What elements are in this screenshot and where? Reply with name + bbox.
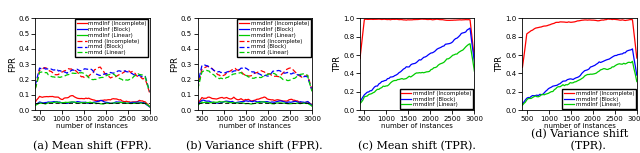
Legend: mmdInf (Incomplete), mmdInf (Block), mmdInf (Linear), mmd (Incomplete), mmd (Blo: mmdInf (Incomplete), mmdInf (Block), mmd… [75,19,148,57]
Y-axis label: FPR: FPR [8,56,17,72]
Legend: mmdInf (Incomplete), mmdInf (Block), mmdInf (Linear): mmdInf (Incomplete), mmdInf (Block), mmd… [562,89,636,109]
X-axis label: number of instances: number of instances [381,123,453,129]
Text: (a) Mean shift (FPR).: (a) Mean shift (FPR). [33,141,152,151]
X-axis label: number of instances: number of instances [219,123,291,129]
Text: (b) Variance shift (FPR).: (b) Variance shift (FPR). [186,141,323,151]
Y-axis label: TPR: TPR [333,56,342,72]
Text: (d) Variance shift
     (TPR).: (d) Variance shift (TPR). [531,129,628,151]
X-axis label: number of instances: number of instances [56,123,129,129]
Y-axis label: TPR: TPR [495,56,504,72]
Y-axis label: FPR: FPR [170,56,179,72]
Text: (c) Mean shift (TPR).: (c) Mean shift (TPR). [358,141,476,151]
Legend: mmdInf (Incomplete), mmdInf (Block), mmdInf (Linear), mmd (Incomplete), mmd (Blo: mmdInf (Incomplete), mmdInf (Block), mmd… [237,19,311,57]
Legend: mmdInf (Incomplete), mmdInf (Block), mmdInf (Linear): mmdInf (Incomplete), mmdInf (Block), mmd… [400,89,473,109]
X-axis label: number of instances: number of instances [543,123,616,129]
